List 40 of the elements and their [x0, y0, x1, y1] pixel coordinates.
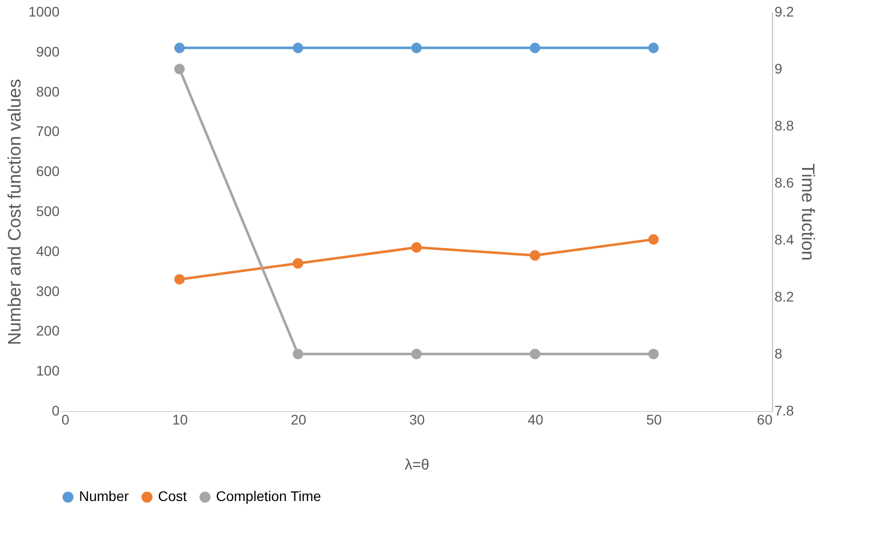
y2-tick-label: 8.8	[774, 118, 794, 134]
x-axis-title: λ=θ	[404, 456, 430, 474]
y2-tick-label: 8.6	[774, 174, 794, 190]
point	[648, 42, 659, 54]
y2-tick-label: 9	[774, 60, 782, 76]
x-tick-label: 10	[172, 412, 188, 428]
y-tick-label: 100	[36, 362, 60, 379]
legend-label: Completion Time	[216, 488, 322, 504]
point	[648, 234, 659, 245]
x-tick-label: 50	[646, 412, 662, 428]
point	[411, 42, 422, 54]
y2-tick-label: 8	[774, 346, 782, 362]
point	[411, 242, 422, 253]
y-tick-label: 600	[36, 163, 60, 180]
x-tick-label: 40	[528, 412, 544, 428]
y2-tick-label: 8.4	[774, 232, 794, 248]
point	[174, 274, 185, 285]
y2-tick-label: 8.2	[774, 288, 794, 304]
point	[292, 42, 304, 54]
y-tick-label: 800	[36, 83, 60, 100]
y-tick-label: 300	[36, 282, 60, 299]
legend-label: Cost	[158, 488, 187, 504]
x-tick-label: 60	[756, 412, 773, 428]
point	[292, 258, 304, 269]
y-tick-label: 200	[36, 322, 60, 339]
y2-axis-title: Time fuction	[798, 163, 818, 261]
y-tick-label: 500	[36, 203, 60, 219]
y-tick-label: 900	[36, 43, 60, 60]
point	[530, 42, 540, 54]
x-tick-label: 20	[290, 412, 306, 428]
y2-tick-label: 9.2	[774, 4, 794, 20]
y-tick-label: 400	[36, 242, 60, 259]
y-tick-label: 1000	[28, 4, 60, 20]
legend-label: Number	[79, 488, 130, 504]
point	[174, 42, 185, 54]
point	[530, 250, 540, 261]
x-tick-label: 30	[409, 412, 425, 428]
y-axis-title: Number and Cost function values	[4, 78, 24, 346]
y-tick-label: 700	[36, 123, 60, 140]
y2-tick-label: 7.8	[774, 402, 794, 418]
